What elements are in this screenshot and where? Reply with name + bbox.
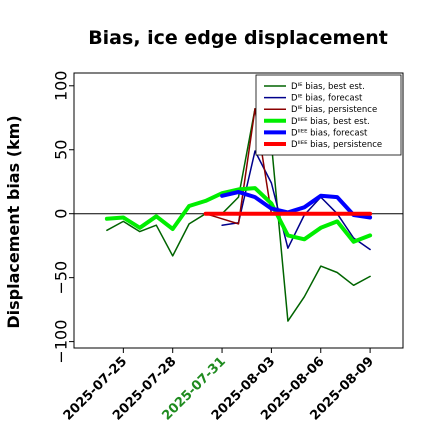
legend-label: Dᴵᴵᴱᴱ bias, best est. [291,117,370,127]
y-tick-label: 50 [52,140,71,160]
legend-label: Dᴵᴱ bias, best est. [291,82,365,92]
y-tick-label: 100 [52,71,71,102]
y-axis-label: Displacement bias (km) [4,115,23,328]
legend-label: Dᴵᴱ bias, persistence [291,105,377,115]
series-line-0 [106,108,371,322]
series-line-3 [104,186,373,244]
y-tick-label: −100 [52,320,71,364]
chart-title: Bias, ice edge displacement [88,27,388,49]
legend-label: Dᴵᴱ bias, forecast [291,94,363,104]
y-tick-label: 0 [52,209,71,219]
plot-frame [73,72,404,349]
legend: Dᴵᴱ bias, best est. Dᴵᴱ bias, forecastDᴵᴱ… [255,74,402,156]
legend-label: Dᴵᴵᴱᴱ bias, persistence [291,140,382,150]
series-line-4 [220,190,373,220]
y-tick-label: −50 [52,261,71,295]
legend-label: Dᴵᴵᴱᴱ bias, forecast [291,128,368,138]
legend-box [255,74,402,156]
